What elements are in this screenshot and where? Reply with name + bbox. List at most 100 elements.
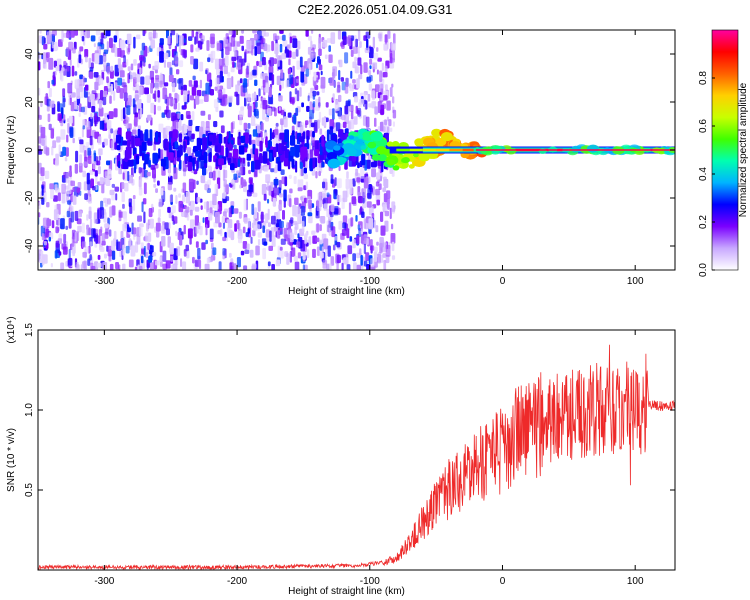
noise-blob [239, 184, 242, 189]
transition-blob [371, 154, 381, 161]
noise-blob [225, 196, 230, 202]
y-tick-label: 40 [24, 48, 35, 60]
noise-blob [67, 200, 72, 205]
noise-blob [271, 264, 275, 270]
noise-blob [168, 165, 171, 178]
noise-blob [367, 187, 372, 200]
noise-blob [341, 262, 344, 270]
noise-blob [60, 218, 65, 230]
noise-blob [372, 62, 378, 70]
noise-blob [168, 152, 174, 161]
noise-blob [382, 72, 388, 78]
noise-blob [117, 77, 122, 86]
noise-blob [306, 135, 309, 145]
noise-blob [381, 62, 384, 72]
noise-blob [379, 121, 384, 132]
noise-blob [45, 147, 50, 156]
noise-blob [230, 163, 235, 171]
noise-blob [66, 32, 70, 39]
noise-blob [69, 205, 74, 212]
noise-blob [390, 233, 396, 244]
noise-blob [248, 134, 252, 145]
noise-blob [47, 31, 52, 43]
noise-blob [167, 206, 171, 213]
noise-blob [177, 231, 181, 241]
noise-blob [325, 102, 329, 108]
noise-blob [227, 42, 232, 52]
noise-blob [278, 204, 282, 210]
noise-blob [93, 43, 96, 48]
noise-blob [191, 133, 195, 140]
noise-blob [336, 194, 342, 203]
noise-blob [366, 38, 369, 51]
noise-blob [375, 225, 379, 233]
noise-blob [199, 61, 204, 72]
noise-blob [79, 143, 85, 153]
colorbar-tick-label: 0.6 [698, 119, 709, 133]
noise-blob [55, 153, 59, 166]
noise-blob [389, 165, 393, 174]
noise-blob [365, 116, 370, 128]
noise-blob [139, 227, 143, 237]
noise-blob [57, 192, 61, 202]
noise-blob [173, 167, 178, 180]
noise-blob [360, 167, 365, 179]
noise-blob [357, 224, 361, 230]
noise-blob [338, 129, 344, 138]
noise-blob [288, 58, 291, 66]
noise-blob [87, 190, 91, 196]
y-tick-label: 1.5 [24, 323, 35, 337]
noise-blob [39, 30, 42, 34]
noise-blob [41, 197, 45, 205]
noise-blob [175, 259, 178, 269]
noise-blob [192, 256, 195, 264]
noise-blob [200, 35, 205, 42]
noise-blob [320, 216, 326, 224]
noise-blob [51, 79, 55, 85]
noise-blob [183, 249, 187, 257]
noise-blob [166, 109, 171, 119]
noise-blob [376, 241, 379, 246]
noise-blob [310, 40, 313, 50]
noise-blob [244, 51, 247, 63]
noise-blob [90, 178, 94, 189]
transition-blob [414, 138, 424, 146]
noise-blob [385, 255, 390, 264]
snr-panel: -300 -200 -100 0 100 0.5 1.0 1.5 Height of strai… [6, 316, 676, 597]
noise-blob [114, 186, 120, 192]
noise-blob [145, 252, 149, 259]
noise-blob [90, 262, 94, 270]
noise-blob [134, 115, 138, 127]
noise-blob [115, 193, 118, 201]
noise-blob [96, 160, 101, 166]
noise-blob [212, 193, 217, 206]
noise-blob [93, 72, 99, 78]
noise-blob [374, 117, 377, 127]
noise-blob [61, 30, 64, 43]
noise-blob [178, 78, 184, 90]
noise-blob [284, 176, 288, 187]
noise-blob [76, 105, 79, 111]
noise-blob [195, 241, 199, 248]
noise-blob [110, 240, 116, 251]
noise-blob [41, 185, 44, 196]
noise-blob [333, 189, 338, 194]
noise-blob [354, 56, 357, 62]
noise-blob [79, 46, 84, 52]
noise-blob [125, 59, 129, 66]
noise-blob [380, 211, 384, 222]
noise-blob [374, 246, 378, 253]
noise-blob [172, 99, 176, 104]
noise-blob [231, 56, 237, 62]
noise-blob [167, 61, 172, 68]
noise-blob [98, 107, 104, 117]
noise-blob [268, 245, 273, 251]
noise-blob [46, 219, 52, 227]
noise-blob [40, 126, 46, 139]
noise-blob [201, 242, 206, 250]
noise-blob [213, 121, 218, 128]
noise-blob [265, 237, 269, 242]
noise-blob [103, 197, 107, 203]
noise-blob [209, 79, 213, 87]
noise-blob [182, 261, 187, 270]
